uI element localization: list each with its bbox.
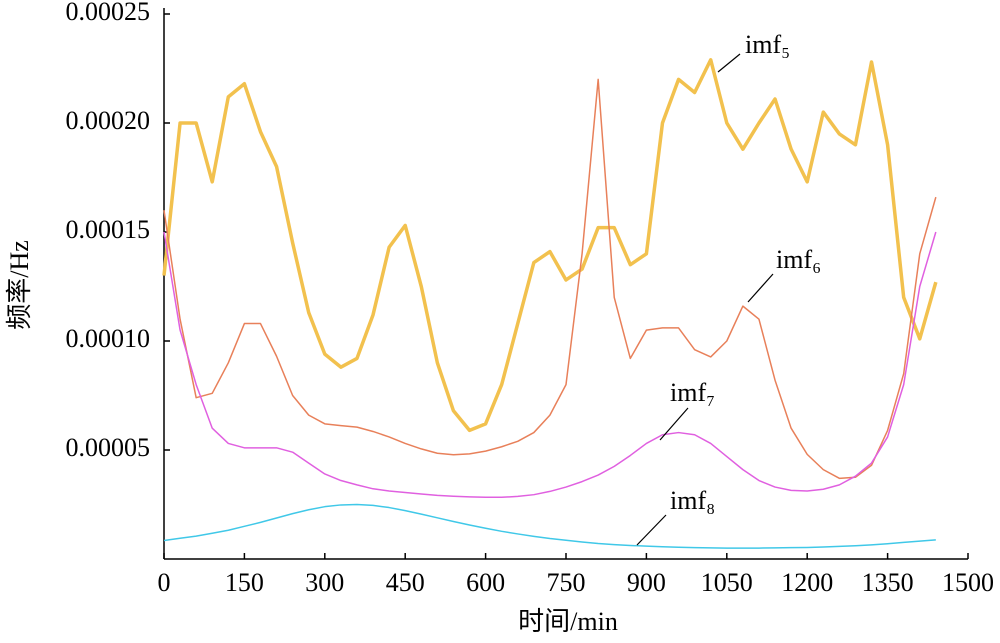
y-tick-label: 0.00015 [66,215,151,244]
x-tick-label: 1500 [942,568,994,597]
x-axis-label: 时间/min [518,607,618,636]
y-tick-label: 0.00020 [66,106,151,135]
series-label: imf₅ [745,30,790,59]
series-line [163,231,937,499]
x-tick-label: 1350 [862,568,914,597]
y-tick-label: 0.00005 [66,433,151,462]
y-tick-label: 0.00025 [66,0,151,26]
series-label: imf₇ [670,378,715,407]
x-tick-label: 0 [158,568,171,597]
series-label: imf₆ [776,245,821,274]
leader-line [717,53,741,73]
series-line [163,503,936,549]
x-tick-label: 600 [466,568,505,597]
x-tick-label: 450 [386,568,425,597]
series-line [163,78,937,480]
x-tick-label: 150 [225,568,264,597]
x-tick-label: 750 [547,568,586,597]
y-tick-label: 0.00010 [66,324,151,353]
x-tick-label: 1050 [701,568,753,597]
leader-line [747,273,774,303]
leader-line [659,407,689,441]
y-axis-label: 频率/Hz [5,240,34,330]
series-line [162,58,938,433]
x-tick-label: 900 [627,568,666,597]
leader-line [636,514,667,546]
x-tick-label: 1200 [781,568,833,597]
x-tick-label: 300 [305,568,344,597]
series-label: imf₈ [670,486,715,515]
